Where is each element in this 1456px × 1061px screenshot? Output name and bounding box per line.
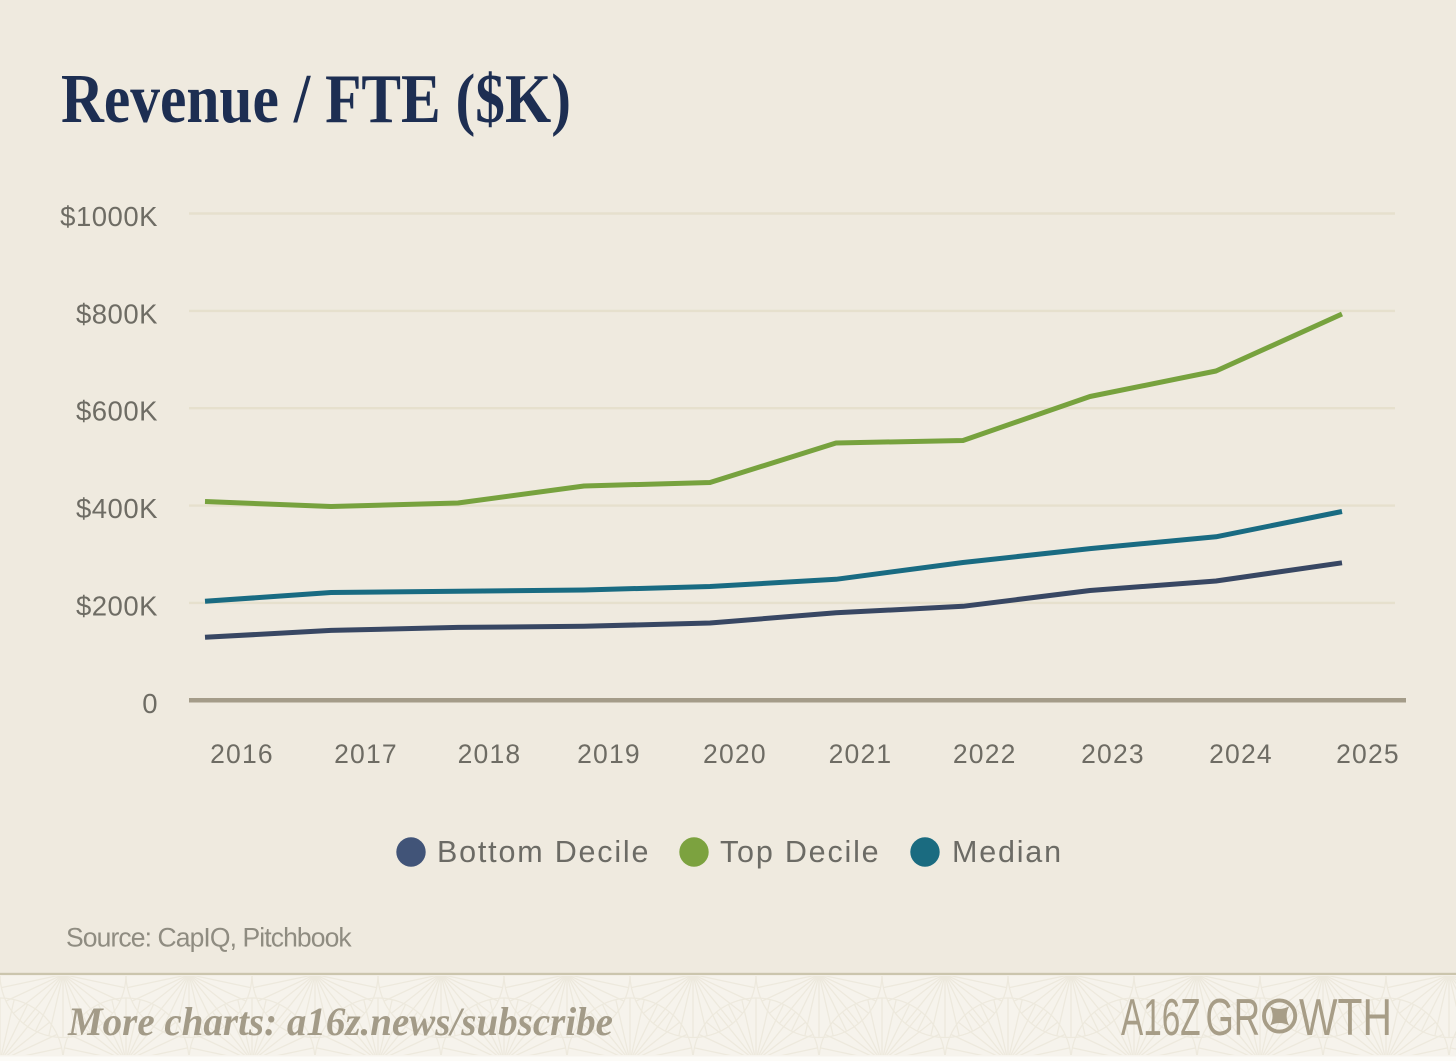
svg-text:2022: 2022 bbox=[953, 739, 1017, 769]
svg-text:2017: 2017 bbox=[334, 739, 398, 769]
svg-text:$1000K: $1000K bbox=[60, 201, 158, 232]
svg-text:Bottom Decile: Bottom Decile bbox=[437, 835, 650, 869]
svg-text:$600K: $600K bbox=[76, 396, 158, 427]
svg-text:Revenue / FTE ($K): Revenue / FTE ($K) bbox=[61, 61, 571, 138]
svg-text:2024: 2024 bbox=[1209, 739, 1273, 769]
svg-text:Source: CapIQ, Pitchbook: Source: CapIQ, Pitchbook bbox=[66, 923, 352, 953]
svg-text:2021: 2021 bbox=[829, 739, 893, 769]
svg-text:$800K: $800K bbox=[76, 298, 158, 329]
svg-text:2018: 2018 bbox=[458, 739, 522, 769]
svg-text:Top Decile: Top Decile bbox=[720, 835, 880, 869]
svg-text:0: 0 bbox=[142, 688, 158, 719]
svg-text:More charts: a16z.news/subscri: More charts: a16z.news/subscribe bbox=[67, 999, 613, 1044]
svg-text:Median: Median bbox=[952, 835, 1063, 869]
svg-text:$200K: $200K bbox=[76, 590, 158, 621]
svg-text:2023: 2023 bbox=[1081, 739, 1145, 769]
svg-text:2025: 2025 bbox=[1336, 739, 1400, 769]
svg-text:$400K: $400K bbox=[76, 493, 158, 524]
svg-text:WTH: WTH bbox=[1299, 988, 1392, 1046]
svg-text:A16Z: A16Z bbox=[1121, 989, 1201, 1047]
svg-text:2016: 2016 bbox=[210, 739, 274, 769]
svg-text:2020: 2020 bbox=[703, 739, 767, 769]
svg-text:2019: 2019 bbox=[577, 739, 641, 769]
svg-text:GR: GR bbox=[1206, 987, 1261, 1046]
